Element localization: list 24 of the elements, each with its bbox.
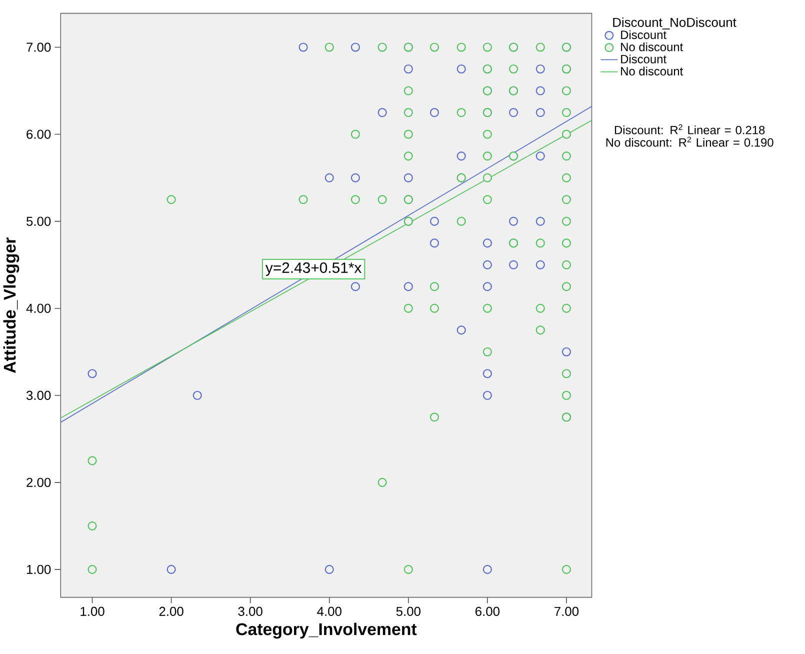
annotation: y=2.43+0.51*x: [265, 262, 362, 276]
y-tick-label: 1.00: [26, 564, 51, 574]
x-tick-label: 5.00: [396, 606, 420, 616]
x-tick-label: 1.00: [80, 606, 104, 616]
legend-title: Discount_NoDiscount: [613, 18, 736, 30]
x-tick-label: 6.00: [475, 606, 500, 616]
y-tick-label: 3.00: [26, 390, 51, 400]
y-tick-label: 7.00: [26, 42, 51, 52]
legend-label: Discount: [621, 30, 666, 40]
legend-label: No discount: [621, 42, 684, 52]
y-tick-label: 6.00: [26, 130, 51, 139]
x-tick-label: 4.00: [317, 606, 342, 616]
text: Discount: R$^{2}$ Linear = 0.218: [614, 124, 765, 134]
x-tick-label: 2.00: [159, 606, 184, 616]
y-tick-label: 2.00: [26, 478, 51, 488]
x-axis-title: Category_Involvement: [236, 622, 417, 639]
text: No discount: R$^{2}$ Linear = 0.190: [606, 136, 774, 147]
y-tick-label: 5.00: [26, 216, 51, 226]
x-tick-label: 7.00: [554, 606, 579, 616]
legend-label: Discount: [621, 54, 666, 64]
legend-label: No discount: [621, 66, 684, 76]
y-tick-label: 4.00: [26, 304, 51, 313]
x-tick-label: 3.00: [238, 606, 262, 616]
y-axis-title: Attitude_Vlogger: [3, 238, 20, 374]
